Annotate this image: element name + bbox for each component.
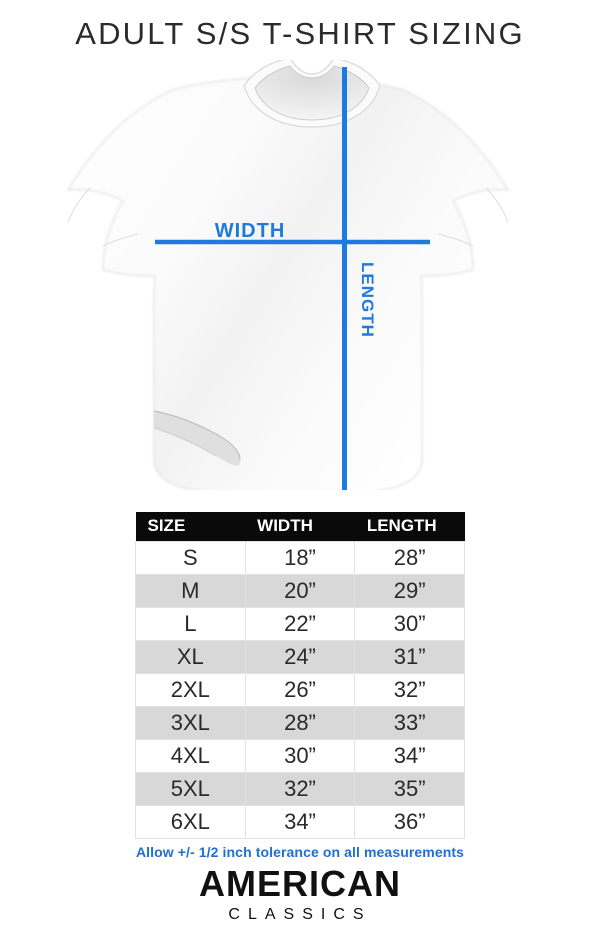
svg-text:WIDTH: WIDTH: [215, 220, 286, 242]
svg-text:LENGTH: LENGTH: [358, 262, 377, 338]
